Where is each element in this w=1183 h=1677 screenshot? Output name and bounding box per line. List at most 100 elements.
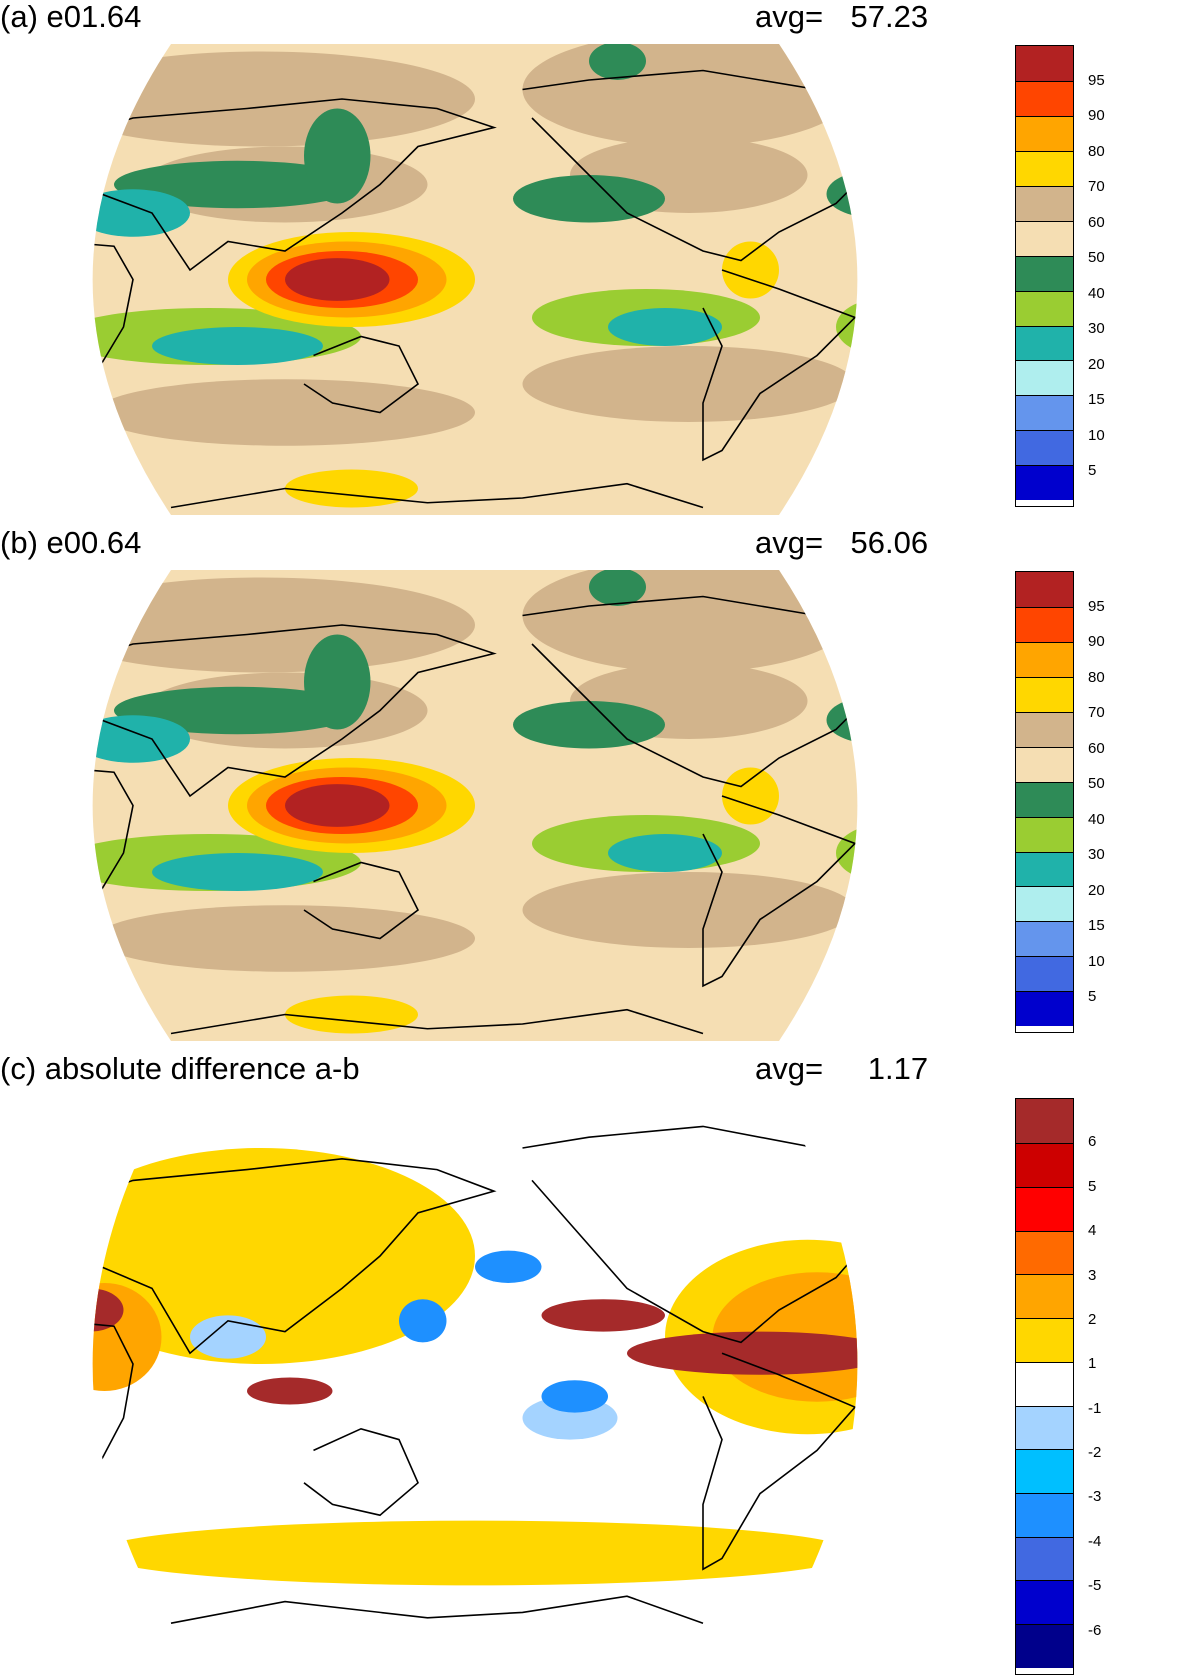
panel-average: avg= 1.17 [755,1052,928,1086]
panel-a: (a) e01.64 avg= 57.23 95 90 80 70 60 50 40 30 20 1… [0,0,1183,520]
colorbar-swatch [1016,46,1073,82]
colorbar-swatch [1016,956,1073,991]
colorbar-tick-label: 70 [1088,178,1105,196]
colorbar-swatch [1016,572,1073,608]
colorbar-swatch [1016,677,1073,712]
colorbar-tick-label: -1 [1088,1399,1102,1417]
map-region [399,1299,447,1343]
map-region [304,634,371,730]
colorbar-tick-label: 95 [1088,597,1105,615]
map-a [92,44,858,515]
map-region [541,1299,665,1332]
avg-value: 1.17 [867,1051,929,1086]
coastline [92,69,858,509]
map-b [92,570,858,1041]
map-region [608,834,722,872]
avg-value: 56.06 [850,525,929,560]
map-region [874,1315,922,1369]
colorbar-swatch [1016,290,1073,326]
map-region [92,715,190,763]
map-region [522,872,855,948]
map-region [152,327,323,365]
panel-title: (a) e01.64 [0,0,142,34]
colorbar-swatch [1016,1186,1073,1231]
map-region [722,767,779,825]
coastline [92,595,858,1035]
colorbar-b [1015,571,1074,1033]
colorbar-tick-label: -3 [1088,1488,1102,1506]
map-region [836,298,858,356]
map-region [627,1331,858,1375]
colorbar-swatch [1016,816,1073,852]
map-region [92,1288,124,1332]
colorbar-tick-label: 5 [1088,988,1097,1006]
colorbar-tick-label: 40 [1088,810,1105,828]
map-region [190,1315,266,1359]
colorbar-tick-label: 60 [1088,739,1105,757]
coastline [92,1125,858,1624]
colorbar-swatch [1016,851,1073,887]
colorbar-c [1015,1098,1074,1675]
colorbar-tick-label: 20 [1088,355,1105,373]
map-c [29,1096,922,1632]
colorbar-swatch [1016,1624,1073,1668]
map-region [247,1377,333,1405]
colorbar-swatch [1016,220,1073,256]
colorbar-tick-label: 40 [1088,284,1105,302]
colorbar-tick-label: 20 [1088,881,1105,899]
colorbar-tick-label: 30 [1088,846,1105,864]
colorbar-swatch [1016,81,1073,117]
colorbar-tick-label: 90 [1088,633,1105,651]
colorbar-labels-a: 95 90 80 70 60 50 40 30 20 15 10 5 [1088,45,1148,507]
map-region [92,51,475,147]
colorbar-tick-label: 15 [1088,917,1105,935]
colorbar-swatch [1016,1361,1073,1406]
colorbar-tick-label: -4 [1088,1532,1102,1550]
colorbar-tick-label: 50 [1088,775,1105,793]
map-region [722,241,779,299]
map-region [522,346,855,422]
colorbar-tick-label: 10 [1088,426,1105,444]
map-region [92,189,190,237]
colorbar-swatch [1016,1230,1073,1275]
colorbar-tick-label: 6 [1088,1133,1097,1151]
colorbar-tick-label: 60 [1088,213,1105,231]
colorbar-tick-label: -2 [1088,1444,1102,1462]
colorbar-swatch [1016,1449,1073,1493]
map-region [285,258,390,301]
panel-average: avg= 56.06 [755,526,928,560]
colorbar-tick-label: 15 [1088,391,1105,409]
map-region [95,379,475,446]
panel-c: (c) absolute difference a-b avg= 1.17 6 5 4… [0,1051,1183,1675]
colorbar-swatch [1016,360,1073,396]
colorbar-swatch [1016,325,1073,361]
panel-b: (b) e00.64 avg= 56.06 95 90 80 70 60 50 40 30 20 1… [0,526,1183,1046]
colorbar-swatch [1016,1536,1073,1581]
colorbar-swatch [1016,607,1073,643]
colorbar-swatch [1016,886,1073,922]
map-region [589,570,646,606]
colorbar-swatch [1016,395,1073,431]
map-region [92,1148,475,1364]
colorbar-swatch [1016,1405,1073,1450]
panel-title: (c) absolute difference a-b [0,1051,360,1086]
map-region [114,686,361,735]
panel-title: (b) e00.64 [0,525,142,560]
colorbar-swatch [1016,991,1073,1026]
colorbar-tick-label: 5 [1088,1177,1097,1195]
colorbar-swatch [1016,186,1073,221]
colorbar-tick-label: 70 [1088,704,1105,722]
colorbar-swatch [1016,116,1073,152]
colorbar-swatch [1016,1274,1073,1319]
colorbar-tick-label: 50 [1088,249,1105,267]
colorbar-swatch [1016,712,1073,747]
colorbar-tick-label: 80 [1088,142,1105,160]
map-region [95,1520,855,1586]
map-region [29,1332,67,1375]
map-region [152,853,323,891]
map-region [95,905,475,972]
colorbar-tick-label: -6 [1088,1621,1102,1639]
panel-average: avg= 57.23 [755,0,928,34]
avg-label: avg= [755,525,824,560]
map-region [475,1250,542,1283]
